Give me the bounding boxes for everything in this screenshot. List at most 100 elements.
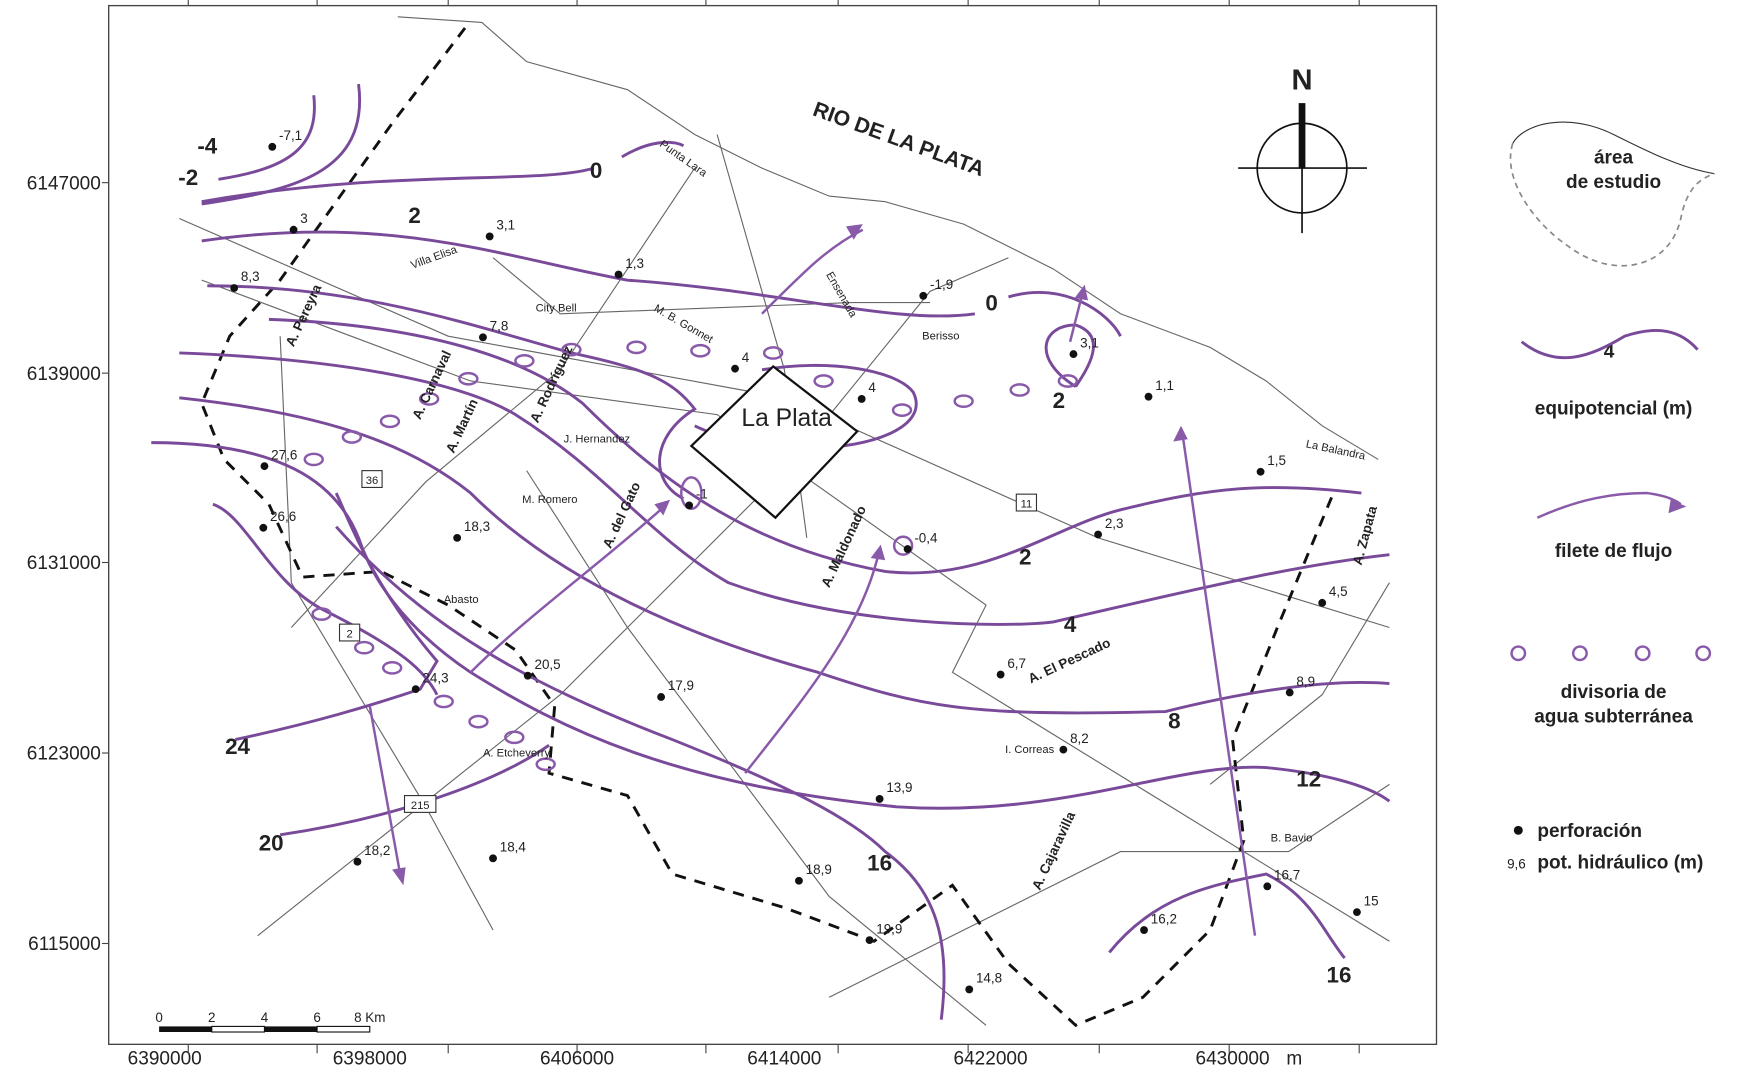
city-label: La Plata	[741, 405, 832, 432]
well-label: 19,9	[876, 921, 902, 936]
legend-label: área	[1594, 148, 1634, 169]
well-label: 18,2	[364, 843, 390, 858]
well	[1256, 467, 1265, 476]
contour-label: 8	[1168, 708, 1180, 733]
legend-label: 4	[1604, 341, 1615, 362]
well	[268, 142, 277, 151]
well-label: -0,4	[914, 530, 938, 545]
y-tick-label: 6139000	[27, 364, 101, 385]
stream-label: A. Cajaravilla	[1029, 809, 1078, 892]
legend-label: 9,6	[1507, 856, 1526, 871]
legend-label: divisoria de	[1561, 682, 1667, 703]
contour-label: 16	[1327, 963, 1352, 988]
well-label: 27,6	[271, 447, 297, 462]
place-label: I. Correas	[1005, 744, 1055, 756]
scale-bar	[159, 1025, 371, 1033]
contour-label: 0	[985, 290, 997, 315]
x-unit: m	[1286, 1049, 1302, 1069]
contour-label: -4	[197, 134, 217, 159]
well-label: 20,5	[534, 657, 560, 672]
x-tick-label: 6422000	[953, 1049, 1027, 1069]
well	[1069, 350, 1078, 359]
contour-label: -2	[178, 165, 198, 190]
y-tick-label: 6123000	[27, 744, 101, 765]
well	[1285, 688, 1294, 697]
well	[485, 232, 494, 241]
place-label: Ensenada	[823, 270, 859, 320]
y-tick-label: 6147000	[27, 173, 101, 194]
stream-label: A. del Gato	[600, 480, 644, 551]
well-label: 18,9	[806, 862, 832, 877]
contour-label: 0	[590, 158, 602, 183]
well-label: 18,3	[464, 519, 490, 534]
well-label: -1	[696, 487, 708, 502]
north-arrow: N	[1238, 65, 1368, 234]
route-label: 2	[346, 629, 352, 641]
well	[614, 270, 623, 279]
well-label: 16,2	[1151, 911, 1177, 926]
route-sign	[1015, 493, 1038, 512]
legend-label: agua subterránea	[1534, 707, 1693, 728]
stream-label: A. El Pescado	[1026, 635, 1113, 686]
legend-label: pot. hidráulico (m)	[1537, 852, 1703, 873]
route-label: 36	[366, 475, 378, 487]
well	[453, 533, 462, 542]
well-label: 13,9	[886, 780, 912, 795]
well	[657, 693, 666, 701]
well	[875, 795, 884, 803]
well-label: 3,1	[1080, 335, 1099, 350]
contour-label: 4	[1064, 612, 1077, 637]
well-label: 2,3	[1105, 516, 1124, 531]
y-tick-label: 6115000	[28, 934, 101, 955]
well	[1140, 926, 1148, 934]
well	[479, 333, 487, 342]
scale-label: 8 Km	[354, 1010, 385, 1025]
well-label: 3,1	[496, 218, 515, 233]
well-label: 4	[742, 350, 750, 365]
place-label: Villa Elisa	[409, 244, 459, 272]
well-label: 18,4	[500, 840, 527, 855]
well	[903, 545, 912, 553]
well	[260, 462, 269, 471]
north-label: N	[1292, 65, 1313, 97]
well-label: 26,6	[270, 509, 296, 524]
legend-label: perforación	[1537, 821, 1642, 842]
legend	[1509, 121, 1715, 835]
well	[411, 685, 420, 694]
well-label: 17,9	[668, 678, 694, 693]
scale-label: 4	[261, 1010, 269, 1025]
well	[230, 284, 239, 292]
x-tick-label: 6406000	[540, 1049, 614, 1069]
well	[685, 501, 694, 510]
well-label: -1,9	[930, 277, 953, 292]
city-square	[689, 364, 859, 520]
well	[731, 364, 739, 373]
study-area-boundary	[200, 27, 1335, 1027]
well	[1263, 882, 1272, 891]
scale-label: 6	[313, 1010, 320, 1025]
well	[523, 671, 532, 680]
x-tick-label: 6430000	[1196, 1049, 1270, 1069]
well	[795, 876, 803, 885]
ticks: 6390000 6398000 6406000 6414000 6422000 64300…	[27, 0, 1360, 1069]
well	[353, 857, 362, 866]
legend-label: equipotencial (m)	[1535, 399, 1693, 420]
well-label: 1,3	[625, 256, 644, 271]
place-label: B. Bavio	[1271, 833, 1313, 845]
route-sign	[361, 470, 383, 488]
well	[289, 225, 298, 234]
scale-label: 0	[155, 1010, 162, 1025]
well	[865, 936, 874, 945]
place-label: A. Etcheverry	[483, 747, 551, 759]
coastline	[397, 16, 1379, 460]
contour-label: 2	[408, 203, 420, 228]
scale-label: 2	[208, 1010, 215, 1025]
well-label: -7,1	[279, 128, 302, 143]
well-label: 6,7	[1007, 656, 1026, 671]
well-label: 24,3	[422, 670, 448, 685]
well-label: 14,8	[976, 971, 1002, 986]
well-label: 8,3	[241, 269, 260, 284]
stream-label: A. Maldonado	[818, 503, 869, 589]
route-label: 215	[411, 800, 430, 812]
